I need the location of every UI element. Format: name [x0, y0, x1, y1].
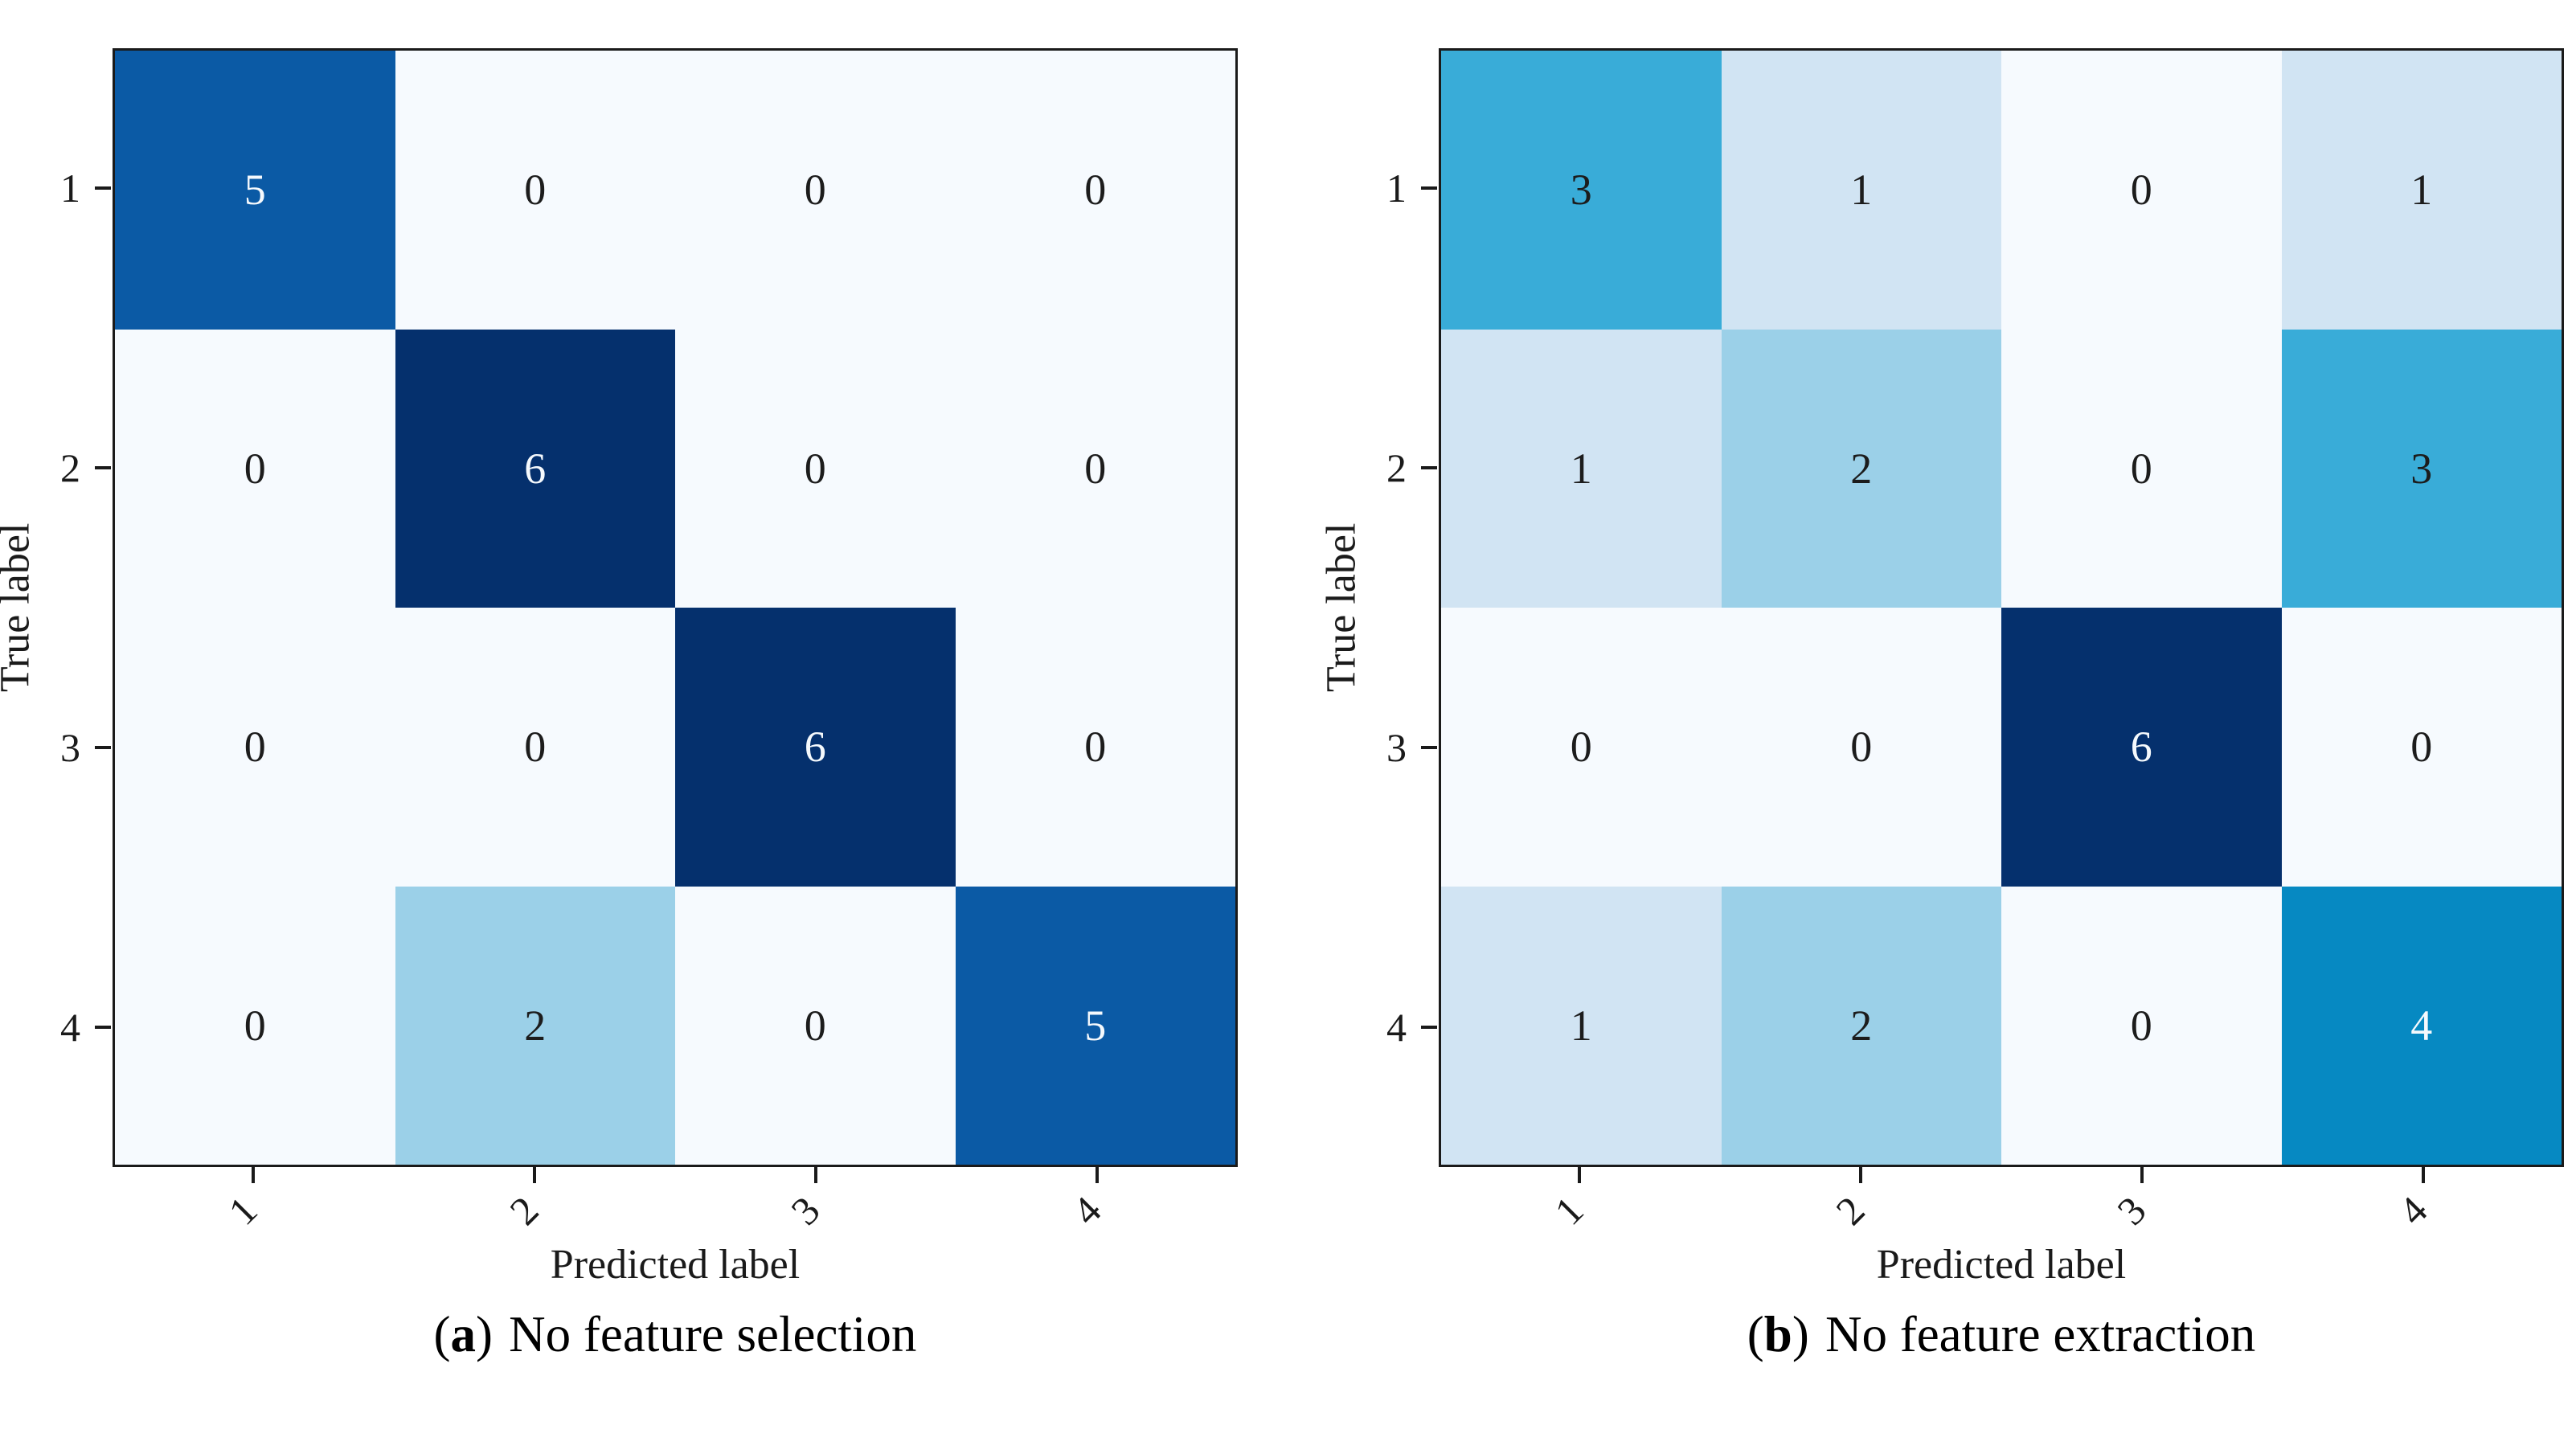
matrix-cell-r2c4: 0	[955, 329, 1235, 608]
matrix-cell-r1c3: 0	[675, 51, 956, 330]
x-tick-mark	[1859, 1167, 1862, 1183]
caption-letter: b	[1763, 1306, 1792, 1362]
matrix-cell-r3c2: 0	[1721, 608, 2001, 887]
x-tick-label: 2	[1827, 1187, 1874, 1234]
x-tick-label: 1	[1546, 1187, 1592, 1234]
matrix-cell-r1c1: 5	[115, 51, 395, 330]
matrix-cell-r1c2: 1	[1721, 51, 2001, 330]
matrix-cell-r2c1: 1	[1441, 329, 1722, 608]
matrix-cell-r3c3: 6	[675, 608, 956, 887]
matrix-cell-r4c4: 4	[2281, 886, 2562, 1165]
matrix-cell-r2c1: 0	[115, 329, 395, 608]
x-tick-label: 2	[501, 1187, 547, 1234]
x-axis-label: Predicted label	[550, 1242, 801, 1288]
x-tick-mark	[2140, 1167, 2144, 1183]
matrix-cell-r1c4: 0	[955, 51, 1235, 330]
y-tick-mark	[1421, 466, 1437, 469]
matrix-cell-r3c1: 0	[115, 608, 395, 887]
caption-letter: a	[450, 1306, 477, 1362]
matrix-cell-r2c4: 3	[2281, 329, 2562, 608]
caption-text: No feature extraction	[1824, 1306, 2256, 1362]
matrix-cell-r3c4: 0	[2281, 608, 2562, 887]
x-tick-mark	[814, 1167, 817, 1183]
matrix-cell-r3c1: 0	[1441, 608, 1722, 887]
matrix-cell-r1c3: 0	[2001, 51, 2282, 330]
matrix-cell-r3c2: 0	[395, 608, 675, 887]
y-tick-mark	[95, 186, 111, 190]
x-tick-mark	[1578, 1167, 1581, 1183]
x-tick-mark	[1096, 1167, 1099, 1183]
x-tick-label: 4	[2390, 1187, 2436, 1234]
x-tick-label: 1	[219, 1187, 266, 1234]
matrix-cell-r4c3: 0	[675, 886, 956, 1165]
matrix-cell-r4c4: 5	[955, 886, 1235, 1165]
caption-close-paren: )	[1792, 1306, 1809, 1362]
y-tick-label: 1	[1386, 166, 1407, 211]
matrix-cell-r4c2: 2	[1721, 886, 2001, 1165]
matrix-cell-r3c3: 6	[2001, 608, 2282, 887]
y-tick-label: 3	[60, 725, 80, 770]
matrix-cell-r2c2: 2	[1721, 329, 2001, 608]
x-tick-mark	[533, 1167, 536, 1183]
y-tick-label: 4	[60, 1005, 80, 1050]
y-tick-mark	[95, 1026, 111, 1029]
x-axis-label: Predicted label	[1876, 1242, 2127, 1288]
caption-open-paren: (	[1747, 1306, 1764, 1362]
y-tick-mark	[95, 466, 111, 469]
y-tick-label: 1	[60, 166, 80, 211]
matrix-cell-r4c3: 0	[2001, 886, 2282, 1165]
x-tick-mark	[252, 1167, 255, 1183]
matrix-cell-r1c2: 0	[395, 51, 675, 330]
x-tick-label: 3	[2108, 1187, 2155, 1234]
y-tick-mark	[1421, 746, 1437, 749]
matrix-cell-r2c3: 0	[675, 329, 956, 608]
y-tick-label: 2	[1386, 445, 1407, 490]
subfigure-caption-a: (a) No feature selection	[113, 1305, 1238, 1364]
matrix-cell-r4c2: 2	[395, 886, 675, 1165]
matrix-cell-r4c1: 1	[1441, 886, 1722, 1165]
x-tick-label: 4	[1063, 1187, 1110, 1234]
matrix-cell-r3c4: 0	[955, 608, 1235, 887]
x-tick-mark	[2422, 1167, 2425, 1183]
x-tick-label: 3	[782, 1187, 829, 1234]
matrix-cell-r4c1: 0	[115, 886, 395, 1165]
y-tick-mark	[95, 746, 111, 749]
matrix-cell-r2c3: 0	[2001, 329, 2282, 608]
y-tick-mark	[1421, 186, 1437, 190]
subfigure-caption-b: (b) No feature extraction	[1439, 1305, 2564, 1364]
caption-text: No feature selection	[509, 1306, 917, 1362]
y-tick-mark	[1421, 1026, 1437, 1029]
y-tick-label: 4	[1386, 1005, 1407, 1050]
y-tick-label: 3	[1386, 725, 1407, 770]
caption-open-paren: (	[433, 1306, 451, 1362]
caption-close-paren: )	[476, 1306, 493, 1362]
y-tick-label: 2	[60, 445, 80, 490]
matrix-cell-r1c1: 3	[1441, 51, 1722, 330]
matrix-cell-r1c4: 1	[2281, 51, 2562, 330]
matrix-cell-r2c2: 6	[395, 329, 675, 608]
